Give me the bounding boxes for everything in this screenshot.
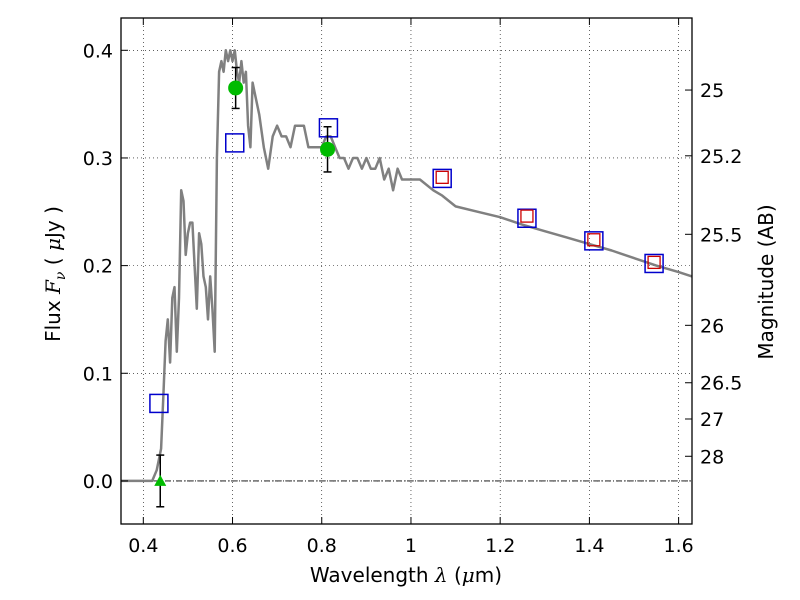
grid xyxy=(121,18,692,524)
model-photometry-square xyxy=(149,393,169,414)
y-axis-label: Flux Fν ( μJy ) xyxy=(41,206,69,342)
model-photometry-square xyxy=(432,168,452,189)
predicted-photometry-square xyxy=(587,233,601,247)
x-tick-label: 0.6 xyxy=(217,535,247,557)
model-photometry-square xyxy=(517,208,537,228)
x-axis-label: Wavelength λ (μm) xyxy=(310,563,502,587)
magnitude-axis-label: Magnitude (AB) xyxy=(754,204,778,359)
magnitude-tick-label: 26 xyxy=(700,315,724,337)
y-axis-ticks: 0.0 0.1 0.2 0.3 0.4 xyxy=(83,40,128,493)
measured-flux-point xyxy=(228,80,244,96)
x-tick-label: 1.4 xyxy=(574,535,604,557)
x-tick-label: 1.2 xyxy=(485,535,515,557)
model-photometry-square xyxy=(225,133,245,153)
x-tick-label: 0.8 xyxy=(307,535,337,557)
x-tick-label: 0.4 xyxy=(128,535,158,557)
magnitude-tick-label: 26.5 xyxy=(700,373,742,395)
predicted-photometry-square xyxy=(647,255,661,270)
upper-limit-triangle xyxy=(154,474,167,486)
predicted-photometry-square xyxy=(435,170,449,184)
predicted-photometry-square xyxy=(520,209,534,223)
magnitude-tick-label: 25 xyxy=(700,80,724,102)
model-photometry-square xyxy=(318,118,339,138)
magnitude-tick-label: 27 xyxy=(700,409,724,431)
x-tick-label: 1 xyxy=(405,535,417,557)
magnitude-tick-label: 25.2 xyxy=(700,146,742,168)
model-photometry-square xyxy=(644,253,664,274)
x-tick-label: 1.6 xyxy=(664,535,694,557)
model-photometry-square xyxy=(584,231,604,251)
x-axis-ticks: 0.4 0.6 0.8 1 1.2 1.4 1.6 xyxy=(128,18,694,557)
y-tick-label: 0.0 xyxy=(83,471,113,493)
y-tick-label: 0.3 xyxy=(83,148,113,170)
magnitude-tick-label: 28 xyxy=(700,446,724,468)
magnitude-axis-ticks: 25 25.2 25.5 26 26.5 27 28 xyxy=(685,80,742,468)
y-tick-label: 0.4 xyxy=(83,40,113,62)
measured-flux-point xyxy=(320,141,336,157)
y-tick-label: 0.2 xyxy=(83,256,113,278)
y-tick-label: 0.1 xyxy=(83,363,113,385)
model-sed-line xyxy=(121,49,693,483)
data-markers xyxy=(149,66,664,508)
magnitude-tick-label: 25.5 xyxy=(700,224,742,246)
plot-frame xyxy=(120,17,693,525)
